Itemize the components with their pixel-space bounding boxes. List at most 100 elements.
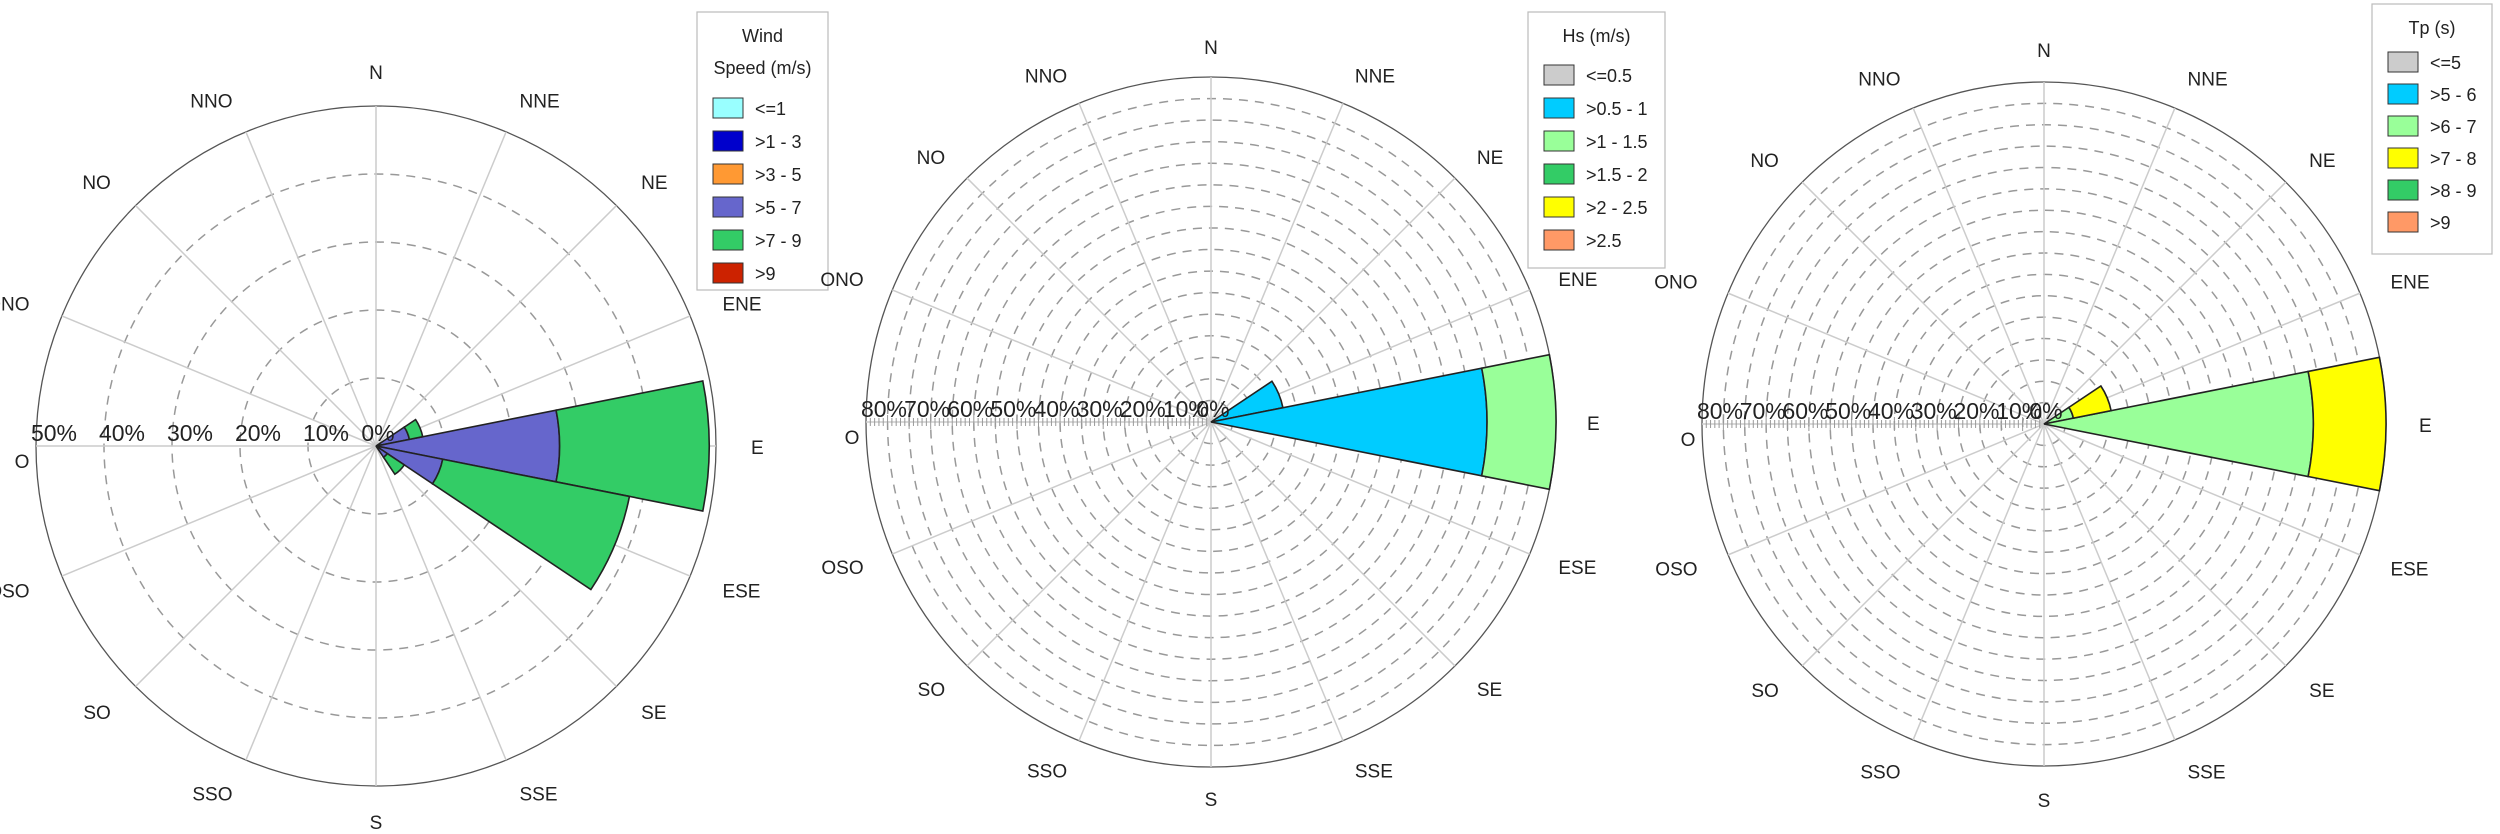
legend-label: <=0.5 bbox=[1586, 66, 1632, 86]
radial-tick-label: 20% bbox=[1953, 398, 1999, 424]
radial-tick-label: 40% bbox=[99, 420, 145, 446]
direction-label-ono: ONO bbox=[0, 294, 30, 315]
spoke bbox=[61, 315, 377, 447]
spoke bbox=[1912, 423, 2045, 741]
direction-label-nne: NNE bbox=[520, 92, 560, 113]
legend-label: >9 bbox=[2430, 213, 2451, 233]
sector-ese-series-5 bbox=[431, 458, 631, 591]
legend-swatch bbox=[2387, 211, 2419, 233]
direction-label-sse: SSE bbox=[520, 784, 558, 805]
legend-label: >1 - 1.5 bbox=[1586, 132, 1648, 152]
spoke bbox=[2043, 423, 2287, 667]
spoke bbox=[1727, 292, 2045, 425]
radial-tick-label: 50% bbox=[990, 396, 1036, 422]
rose-chart-1: 0% 10% 20% 30% 40% 50% N NNE NE ENE E ESE SE SSE S SSO S… bbox=[0, 11, 829, 834]
direction-label-no: NO bbox=[1750, 151, 1779, 172]
legend-swatch bbox=[1543, 97, 1575, 119]
spoke bbox=[375, 445, 507, 761]
legend-label: >2.5 bbox=[1586, 231, 1622, 251]
direction-label-ne: NE bbox=[2309, 151, 2335, 172]
legend-title: Tp (s) bbox=[2409, 18, 2456, 38]
legend-title: Wind bbox=[742, 26, 783, 46]
radial-tick-label: 10% bbox=[1996, 398, 2042, 424]
direction-label-o: O bbox=[1681, 430, 1696, 451]
direction-label-se: SE bbox=[2309, 681, 2334, 702]
direction-label-n: N bbox=[1204, 38, 1218, 59]
spoke bbox=[1210, 177, 1456, 423]
legend-swatch bbox=[2387, 115, 2419, 137]
legend-label: >9 bbox=[755, 264, 776, 284]
sector-e-series-3 bbox=[1480, 353, 1557, 491]
radial-tick-label: 50% bbox=[1825, 398, 1871, 424]
direction-label-so: SO bbox=[83, 703, 110, 724]
radial-tick-label: 30% bbox=[1911, 398, 1957, 424]
radial-tick-label: 20% bbox=[235, 420, 281, 446]
spoke bbox=[375, 131, 507, 447]
direction-label-oso: OSO bbox=[821, 558, 863, 579]
radial-tick-label: 40% bbox=[1033, 396, 1079, 422]
radial-tick-label: 10% bbox=[1163, 396, 1209, 422]
radial-tick-label: 70% bbox=[1740, 398, 1786, 424]
direction-label-ne: NE bbox=[641, 173, 667, 194]
direction-label-se: SE bbox=[1477, 680, 1502, 701]
direction-label-nno: NNO bbox=[190, 92, 232, 113]
direction-label-s: S bbox=[2038, 791, 2051, 812]
spoke bbox=[891, 289, 1212, 423]
legend-label: >5 - 6 bbox=[2430, 85, 2477, 105]
spoke bbox=[1912, 107, 2045, 425]
direction-label-nno: NNO bbox=[1025, 67, 1067, 88]
legend-swatch bbox=[712, 229, 744, 251]
sector-e-series-4 bbox=[2307, 356, 2387, 492]
legend-swatch bbox=[712, 97, 744, 119]
spoke bbox=[1210, 421, 1456, 667]
sector-se-series-5 bbox=[382, 452, 406, 476]
direction-label-ono: ONO bbox=[1654, 272, 1697, 293]
spoke bbox=[966, 421, 1212, 667]
legend-swatch bbox=[1543, 64, 1575, 86]
legend-title: Speed (m/s) bbox=[713, 58, 811, 78]
legend-label: >0.5 - 1 bbox=[1586, 99, 1648, 119]
radial-tick-label: 10% bbox=[303, 420, 349, 446]
spoke bbox=[245, 445, 377, 761]
direction-label-no: NO bbox=[82, 173, 111, 194]
direction-label-sse: SSE bbox=[2188, 762, 2226, 783]
direction-label-ne: NE bbox=[1477, 148, 1503, 169]
legend: Tp (s) <=5 >5 - 6 >6 - 7 >7 - 8 >8 - 9 >9 bbox=[2371, 3, 2493, 255]
direction-label-e: E bbox=[1587, 414, 1600, 435]
legend-title: Hs (m/s) bbox=[1563, 26, 1631, 46]
legend-swatch bbox=[1543, 130, 1575, 152]
direction-label-oso: OSO bbox=[1655, 560, 1697, 581]
legend: Wind Speed (m/s) <=1 >1 - 3 >3 - 5 >5 - 7 >7 -… bbox=[696, 11, 829, 291]
direction-label-ene: ENE bbox=[2390, 272, 2429, 293]
direction-label-no: NO bbox=[917, 148, 946, 169]
legend-swatch bbox=[1543, 196, 1575, 218]
direction-label-e: E bbox=[2419, 416, 2432, 437]
legend-label: >1.5 - 2 bbox=[1586, 165, 1648, 185]
direction-label-e: E bbox=[751, 438, 764, 459]
legend-swatch bbox=[2387, 179, 2419, 201]
legend-swatch bbox=[2387, 147, 2419, 169]
spoke bbox=[891, 421, 1212, 555]
spoke bbox=[1210, 421, 1344, 742]
direction-label-sse: SSE bbox=[1355, 761, 1393, 782]
legend-label: >6 - 7 bbox=[2430, 117, 2477, 137]
direction-label-ono: ONO bbox=[820, 270, 863, 291]
radial-tick-label: 50% bbox=[31, 420, 77, 446]
spoke bbox=[1801, 181, 2045, 425]
legend-label: >5 - 7 bbox=[755, 198, 802, 218]
legend-label: >3 - 5 bbox=[755, 165, 802, 185]
radial-tick-label: 0% bbox=[2029, 398, 2062, 424]
direction-label-ene: ENE bbox=[722, 294, 761, 315]
spoke bbox=[1801, 423, 2045, 667]
spoke bbox=[966, 177, 1212, 423]
direction-label-nno: NNO bbox=[1858, 70, 1900, 91]
radial-tick-label: 40% bbox=[1868, 398, 1914, 424]
legend-label: >2 - 2.5 bbox=[1586, 198, 1648, 218]
legend-swatch bbox=[712, 196, 744, 218]
radial-tick-label: 70% bbox=[904, 396, 950, 422]
radial-tick-label: 60% bbox=[1782, 398, 1828, 424]
spoke bbox=[375, 205, 617, 447]
legend-swatch bbox=[2387, 83, 2419, 105]
spoke bbox=[1078, 421, 1212, 742]
